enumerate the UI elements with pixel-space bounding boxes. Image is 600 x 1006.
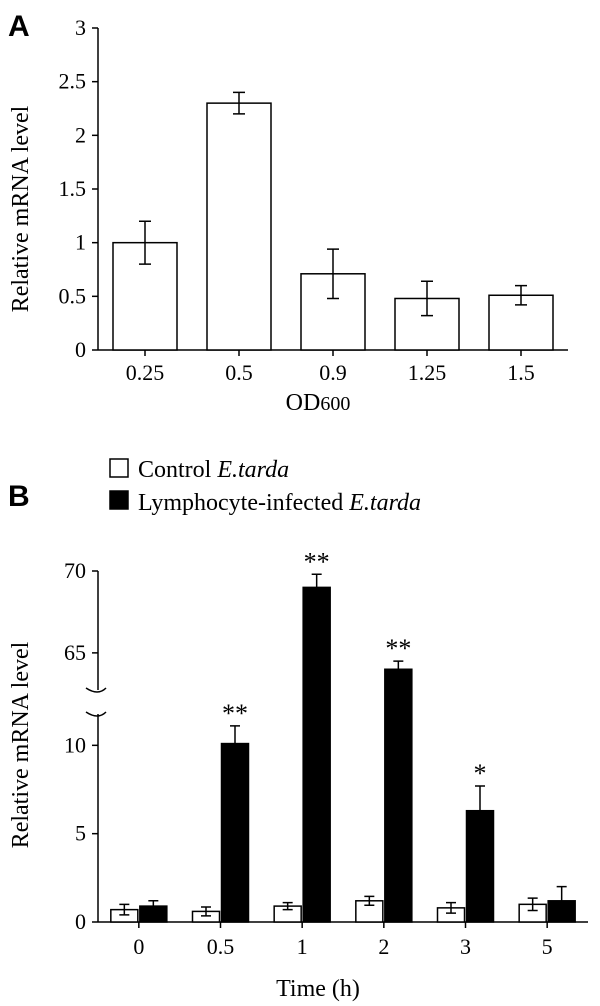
error-bar-a-0.5 xyxy=(233,91,245,115)
error-bar-b-infected-0 xyxy=(148,900,159,913)
x-tick-label-a: 0.9 xyxy=(319,360,347,385)
legend-label-infected: Lymphocyte-infected E.tarda xyxy=(138,490,421,516)
y-tick-label-b: 0 xyxy=(75,909,86,934)
error-bar-a-0.25 xyxy=(139,220,151,265)
x-tick-label-b: 3 xyxy=(460,934,471,959)
y-tick-label-a: 2 xyxy=(75,122,86,147)
y-tick-label-a: 0.5 xyxy=(59,283,87,308)
y-tick-label-b: 5 xyxy=(75,821,86,846)
legend-label-control: Control E.tarda xyxy=(138,457,289,483)
x-tick-label-b: 1 xyxy=(297,934,308,959)
error-bar-b-infected-1 xyxy=(311,573,322,602)
y-tick-label-b: 10 xyxy=(64,732,86,757)
y-tick-label-a: 1.5 xyxy=(59,176,87,201)
legend-swatch-infected xyxy=(109,490,129,510)
error-bar-b-infected-5 xyxy=(556,885,567,916)
significance-mark: ** xyxy=(222,699,248,728)
y-tick-label-b: 65 xyxy=(64,640,86,665)
x-tick-label-a: 1.5 xyxy=(507,360,535,385)
legend-swatch-control xyxy=(109,458,129,478)
error-bar-a-1.25 xyxy=(421,280,433,317)
y-tick-label-a: 1 xyxy=(75,230,86,255)
error-bar-b-control-3 xyxy=(446,901,456,914)
x-tick-label-b: 2 xyxy=(378,934,389,959)
error-bar-b-infected-0.5 xyxy=(230,725,240,762)
panel-letter-b: B xyxy=(8,480,30,513)
y-axis-label-b: Relative mRNA level xyxy=(8,641,34,848)
bar-a-0.5 xyxy=(206,102,272,351)
significance-mark: ** xyxy=(304,547,330,576)
x-axis-label-a: OD600 xyxy=(286,390,351,416)
error-bar-b-infected-3 xyxy=(475,785,485,837)
x-tick-label-b: 0.5 xyxy=(207,934,235,959)
y-tick-label-a: 3 xyxy=(75,15,86,40)
x-tick-label-a: 1.25 xyxy=(408,360,447,385)
x-tick-label-a: 0.5 xyxy=(225,360,253,385)
x-tick-label-b: 5 xyxy=(542,934,553,959)
y-tick-label-a: 0 xyxy=(75,337,86,362)
x-axis-label-b: Time (h) xyxy=(276,976,360,1002)
y-tick-label-b: 70 xyxy=(64,558,86,583)
error-bar-b-control-0.5 xyxy=(201,906,211,917)
axis-break-mark-top xyxy=(85,687,107,693)
y-axis-label-a: Relative mRNA level xyxy=(8,105,34,312)
bar-b-infected-2 xyxy=(384,668,413,923)
panel-letter-a: A xyxy=(8,10,30,43)
axis-break-mark-bottom xyxy=(85,711,107,717)
x-tick-label-b: 0 xyxy=(133,934,144,959)
error-bar-a-0.9 xyxy=(327,248,339,300)
error-bar-a-1.5 xyxy=(515,284,527,306)
error-bar-b-control-1 xyxy=(282,901,293,911)
x-tick-label-a: 0.25 xyxy=(126,360,165,385)
bar-b-infected-1 xyxy=(302,586,331,923)
error-bar-b-control-0 xyxy=(119,903,130,916)
bar-a-0.9 xyxy=(300,273,366,351)
y-tick-label-a: 2.5 xyxy=(59,69,87,94)
significance-mark: * xyxy=(474,759,487,788)
significance-mark: ** xyxy=(385,634,411,663)
error-bar-b-infected-2 xyxy=(393,660,404,679)
error-bar-b-control-5 xyxy=(527,897,538,912)
error-bar-b-control-2 xyxy=(364,895,375,906)
bar-b-infected-0.5 xyxy=(220,742,250,923)
